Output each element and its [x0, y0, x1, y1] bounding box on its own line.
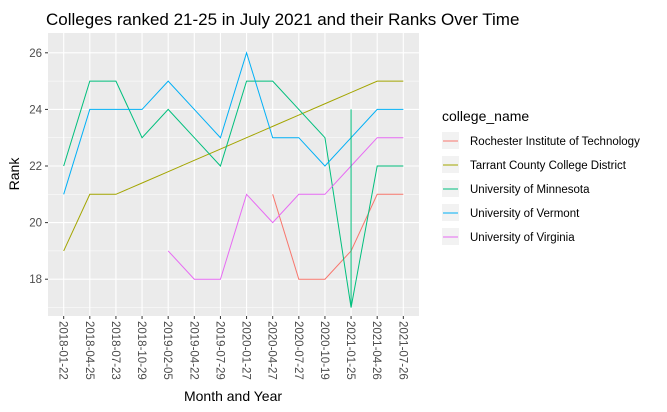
series-line-4 — [167, 137, 404, 280]
y-tick-label-1: 20 — [29, 218, 42, 230]
legend-label-0: Rochester Institute of Technology — [470, 136, 640, 148]
plot-panel — [48, 33, 419, 316]
y-axis: 18 20 22 24 26 — [29, 48, 48, 286]
x-tick-label-9: 2020-07-27 — [292, 321, 304, 380]
x-tick-label-0: 2018-01-22 — [57, 321, 69, 380]
x-tick-label-12: 2021-04-26 — [370, 321, 382, 380]
y-tick-label-2: 22 — [29, 161, 42, 173]
series-line-3 — [63, 51, 404, 195]
legend-label-4: University of Virginia — [470, 232, 575, 244]
series-line-2 — [63, 80, 404, 308]
legend: college_name Rochester Institute of Tech… — [442, 108, 640, 245]
x-tick-label-2: 2018-07-23 — [109, 321, 121, 380]
x-tick-label-1: 2018-04-25 — [83, 321, 95, 380]
y-tick-label-0: 18 — [29, 274, 42, 286]
series-line-1 — [63, 80, 404, 252]
series-lines — [63, 51, 404, 308]
x-tick-label-5: 2019-04-22 — [187, 321, 199, 380]
x-tick-label-13: 2021-07-26 — [396, 321, 408, 380]
x-tick-label-6: 2019-07-29 — [213, 321, 225, 380]
y-tick-label-4: 26 — [29, 48, 42, 60]
chart-title: Colleges ranked 21-25 in July 2021 and t… — [46, 10, 519, 29]
x-axis: 2018-01-22 2018-04-25 2018-07-23 2018-10-29… — [57, 316, 408, 380]
x-tick-label-10: 2020-10-19 — [318, 321, 330, 380]
legend-label-3: University of Vermont — [470, 208, 580, 220]
legend-label-2: University of Minnesota — [470, 184, 590, 196]
legend-label-1: Tarrant County College District — [470, 160, 627, 172]
x-tick-label-11: 2021-01-25 — [344, 321, 356, 380]
y-tick-label-3: 24 — [29, 104, 42, 116]
x-axis-title: Month and Year — [184, 388, 282, 404]
x-tick-label-8: 2020-04-27 — [266, 321, 278, 380]
y-axis-title: Rank — [6, 157, 22, 191]
legend-title: college_name — [442, 108, 529, 124]
x-tick-label-7: 2020-01-27 — [240, 321, 252, 380]
series-line-0 — [272, 193, 404, 280]
x-tick-label-3: 2018-10-29 — [135, 321, 147, 380]
x-tick-label-4: 2019-02-05 — [161, 321, 173, 380]
